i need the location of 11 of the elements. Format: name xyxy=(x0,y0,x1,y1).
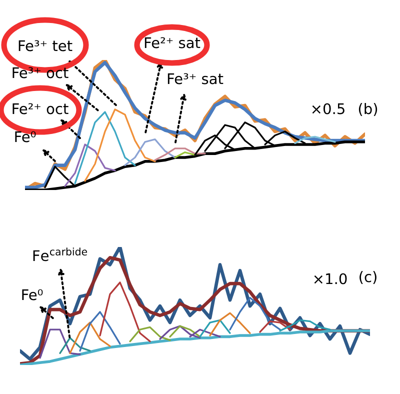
annotation: Fe⁰ xyxy=(15,131,36,142)
annotation: Fe²⁺ oct xyxy=(12,103,68,114)
annotation: (b) xyxy=(358,102,378,116)
annotation: Fe⁰ xyxy=(22,289,43,300)
annotation: Fe$^{carbide}$ xyxy=(33,248,88,262)
annotation: ×1.0 xyxy=(314,273,347,284)
annotation: Fe³⁺ sat xyxy=(168,73,224,84)
text: Fe³⁺ tet xyxy=(18,40,72,52)
annotation: (c) xyxy=(360,270,376,284)
text: Fe²⁺ sat xyxy=(144,37,200,48)
annotation: ×0.5 xyxy=(312,103,344,114)
